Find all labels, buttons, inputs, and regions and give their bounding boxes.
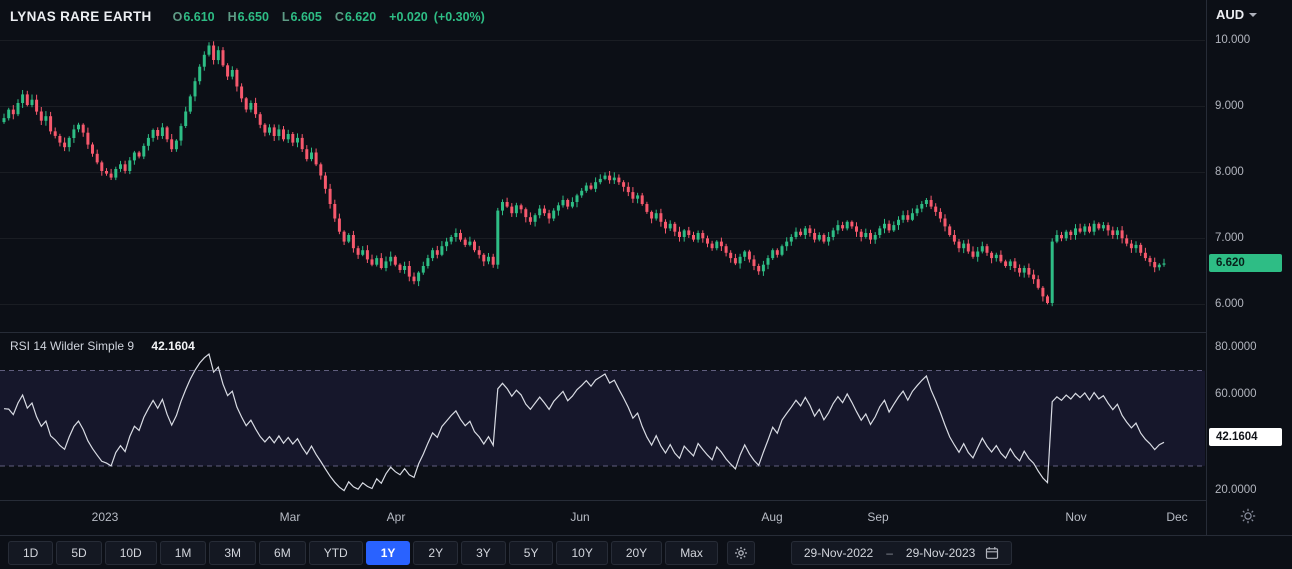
rsi-legend[interactable]: RSI 14 Wilder Simple 9 42.1604 (10, 339, 195, 353)
range-button-10d[interactable]: 10D (104, 540, 157, 565)
quote-low: L6.605 (281, 10, 322, 24)
rsi-tick-label: 60.0000 (1215, 388, 1257, 401)
range-button-ytd[interactable]: YTD (308, 540, 363, 565)
rsi-tick-label: 20.0000 (1215, 483, 1257, 496)
range-button-10y[interactable]: 10Y (556, 540, 608, 565)
pane-divider[interactable] (0, 332, 1292, 333)
range-button-2y[interactable]: 2Y (413, 540, 459, 565)
range-toolbar: 1D 5D 10D 1M 3M 6M YTD 1Y 2Y 3Y 5Y 10Y 2… (0, 535, 1292, 569)
range-button-3m[interactable]: 3M (209, 540, 257, 565)
currency-code: AUD (1216, 7, 1245, 22)
last-price-badge: 6.620 (1209, 254, 1282, 273)
rsi-current-value: 42.1604 (151, 339, 195, 353)
quote-change: +0.020 (+0.30%) (389, 10, 485, 24)
quote-open: O6.610 (172, 10, 215, 24)
time-axis[interactable]: 2023 Mar Apr Jun Aug Sep Nov Dec (0, 501, 1205, 535)
time-axis-label: Aug (761, 510, 783, 524)
time-axis-divider (0, 500, 1292, 501)
chevron-down-icon (1249, 12, 1258, 17)
chart-settings-button[interactable] (726, 540, 755, 565)
settings-gear-icon (734, 546, 747, 559)
symbol-name: LYNAS RARE EARTH (10, 9, 152, 24)
range-button-5y[interactable]: 5Y (508, 540, 554, 565)
display-settings-sun-icon[interactable] (1240, 508, 1256, 524)
range-button-1m[interactable]: 1M (159, 540, 207, 565)
price-tick-label: 6.000 (1215, 298, 1244, 311)
date-range-button[interactable]: 29-Nov-2022 – 29-Nov-2023 (790, 540, 1013, 565)
price-candlestick-pane[interactable] (0, 0, 1205, 332)
range-button-6m[interactable]: 6M (259, 540, 306, 565)
calendar-icon (986, 546, 999, 559)
time-axis-label: Apr (386, 510, 406, 524)
price-axis[interactable]: AUD 6.620 42.1604 10.000 9.000 8.000 7.000 6… (1206, 0, 1292, 535)
quote-close: C6.620 (334, 10, 377, 24)
time-axis-label: Sep (867, 510, 889, 524)
date-range-start: 29-Nov-2022 (803, 545, 874, 560)
time-axis-label: Jun (570, 510, 590, 524)
time-axis-label: Nov (1065, 510, 1087, 524)
price-tick-label: 7.000 (1215, 232, 1244, 245)
time-axis-label: 2023 (91, 510, 119, 524)
quote-high: H6.650 (227, 10, 269, 24)
range-button-1y[interactable]: 1Y (365, 540, 411, 565)
rsi-value-badge: 42.1604 (1209, 427, 1282, 446)
rsi-tick-label: 80.0000 (1215, 340, 1257, 353)
price-tick-label: 8.000 (1215, 166, 1244, 179)
date-range-separator: – (886, 545, 893, 560)
time-axis-label: Dec (1166, 510, 1188, 524)
time-axis-label: Mar (279, 510, 301, 524)
date-range-end: 29-Nov-2023 (905, 545, 976, 560)
range-button-5d[interactable]: 5D (56, 540, 102, 565)
range-button-20y[interactable]: 20Y (610, 540, 663, 565)
range-button-max[interactable]: Max (665, 540, 718, 565)
currency-selector[interactable]: AUD (1216, 7, 1258, 22)
quote-legend: LYNAS RARE EARTH O6.610 H6.650 L6.605 C6… (10, 9, 485, 24)
price-tick-label: 9.000 (1215, 100, 1244, 113)
rsi-indicator-pane[interactable] (0, 332, 1205, 500)
price-tick-label: 10.000 (1215, 34, 1251, 47)
range-button-3y[interactable]: 3Y (461, 540, 506, 565)
range-button-1d[interactable]: 1D (8, 540, 54, 565)
rsi-title[interactable]: RSI 14 Wilder Simple 9 (10, 339, 135, 353)
